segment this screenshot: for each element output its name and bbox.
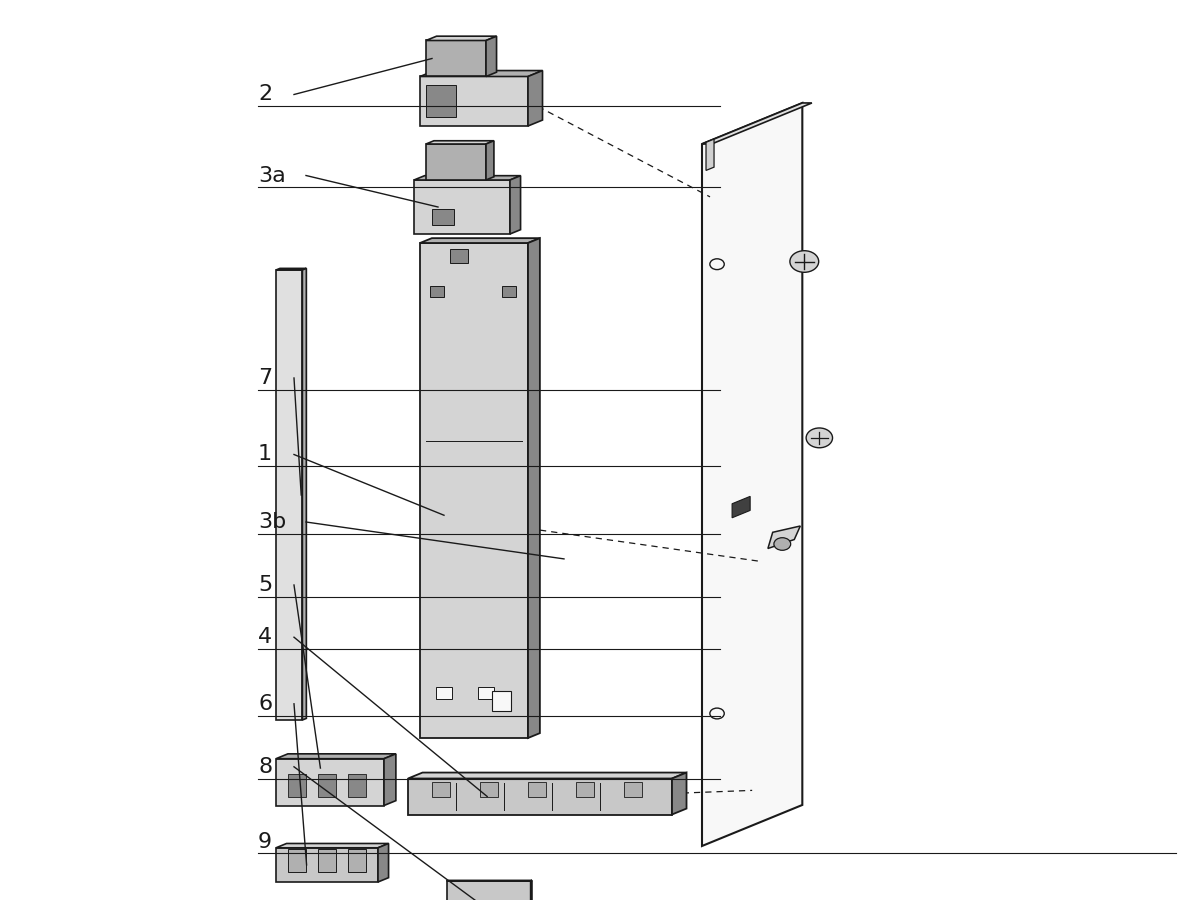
- Polygon shape: [432, 209, 454, 225]
- Polygon shape: [414, 176, 521, 180]
- Circle shape: [710, 708, 725, 719]
- Polygon shape: [672, 772, 686, 814]
- Polygon shape: [302, 268, 306, 720]
- Polygon shape: [492, 691, 511, 711]
- Polygon shape: [288, 774, 306, 796]
- Polygon shape: [502, 286, 516, 297]
- Text: 9: 9: [258, 832, 272, 851]
- Polygon shape: [378, 843, 389, 882]
- Text: 8: 8: [258, 757, 272, 777]
- Polygon shape: [432, 782, 450, 796]
- Polygon shape: [384, 754, 396, 806]
- Polygon shape: [702, 103, 812, 144]
- Polygon shape: [530, 880, 532, 900]
- Polygon shape: [510, 176, 521, 234]
- Polygon shape: [276, 270, 302, 720]
- Polygon shape: [420, 70, 542, 77]
- Polygon shape: [702, 103, 803, 846]
- Polygon shape: [446, 881, 530, 900]
- Polygon shape: [276, 843, 389, 848]
- Polygon shape: [426, 36, 497, 40]
- Polygon shape: [276, 754, 396, 759]
- Polygon shape: [624, 782, 642, 796]
- Polygon shape: [768, 526, 800, 548]
- Polygon shape: [318, 774, 336, 796]
- Polygon shape: [426, 40, 486, 76]
- Polygon shape: [408, 772, 686, 778]
- Polygon shape: [414, 180, 510, 234]
- Text: 5: 5: [258, 575, 272, 595]
- Polygon shape: [478, 687, 494, 699]
- Polygon shape: [486, 140, 494, 180]
- Polygon shape: [486, 36, 497, 76]
- Text: 4: 4: [258, 627, 272, 647]
- Polygon shape: [426, 140, 494, 144]
- Polygon shape: [706, 140, 714, 170]
- Polygon shape: [420, 238, 540, 243]
- Polygon shape: [420, 243, 528, 738]
- Polygon shape: [732, 497, 750, 518]
- Polygon shape: [426, 86, 456, 117]
- Text: 3a: 3a: [258, 166, 286, 185]
- Polygon shape: [528, 238, 540, 738]
- Polygon shape: [576, 782, 594, 796]
- Polygon shape: [430, 286, 444, 297]
- Polygon shape: [318, 850, 336, 872]
- Polygon shape: [436, 687, 452, 699]
- Polygon shape: [276, 848, 378, 882]
- Polygon shape: [528, 70, 542, 126]
- Polygon shape: [480, 782, 498, 796]
- Polygon shape: [408, 778, 672, 814]
- Polygon shape: [420, 76, 528, 126]
- Circle shape: [710, 259, 725, 270]
- Polygon shape: [426, 144, 486, 180]
- Polygon shape: [450, 249, 468, 263]
- Text: 6: 6: [258, 694, 272, 714]
- Polygon shape: [348, 774, 366, 796]
- Circle shape: [806, 428, 833, 448]
- Polygon shape: [288, 850, 306, 872]
- Polygon shape: [276, 268, 306, 270]
- Text: 1: 1: [258, 445, 272, 464]
- Polygon shape: [348, 850, 366, 872]
- Text: 7: 7: [258, 368, 272, 388]
- Circle shape: [790, 251, 818, 273]
- Text: 3b: 3b: [258, 512, 287, 532]
- Text: 2: 2: [258, 85, 272, 104]
- Circle shape: [774, 537, 791, 550]
- Polygon shape: [528, 782, 546, 796]
- Polygon shape: [276, 759, 384, 806]
